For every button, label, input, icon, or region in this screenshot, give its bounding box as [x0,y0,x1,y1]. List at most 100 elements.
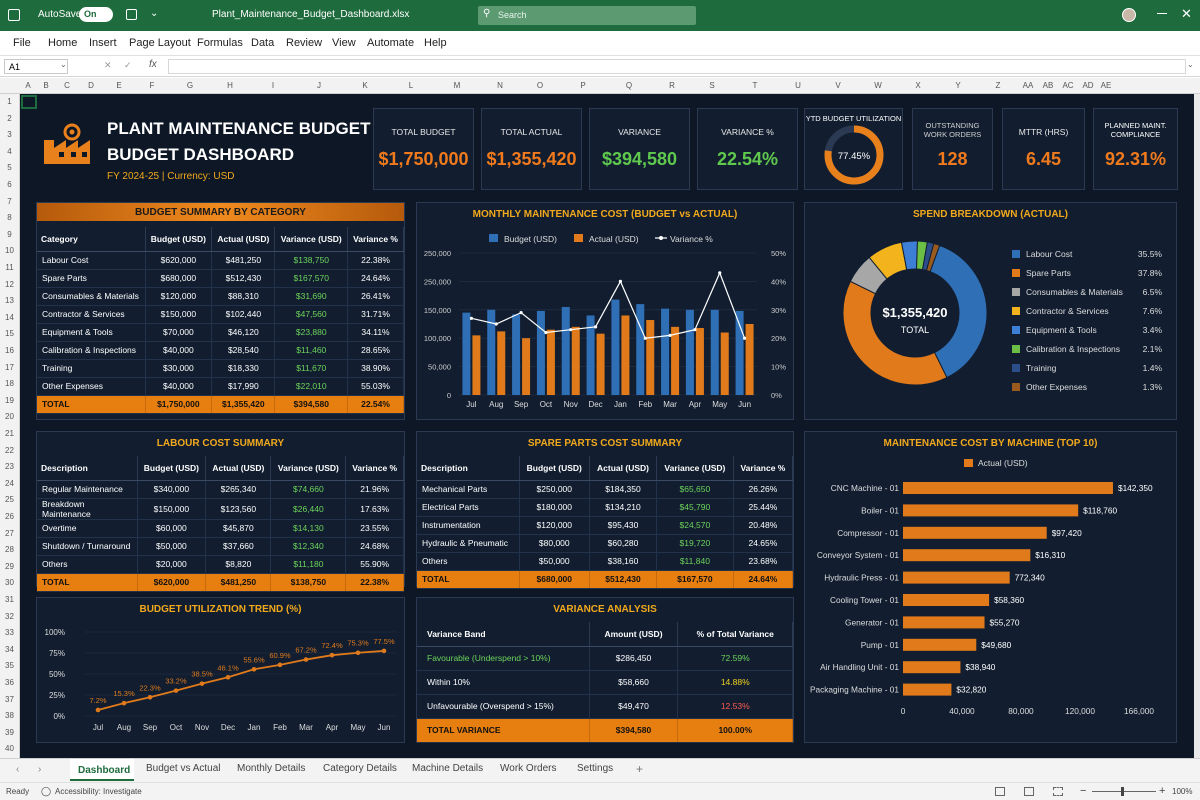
row-header-cell[interactable]: 24 [5,478,14,488]
page-break-view-icon[interactable] [1053,787,1063,796]
page-layout-view-icon[interactable] [1024,787,1034,796]
row-header-cell[interactable]: 21 [5,429,14,438]
tab-machine-details[interactable]: Machine Details [412,763,484,774]
column-header-cell[interactable]: C [64,81,70,90]
column-header-cell[interactable]: F [149,81,155,90]
menu-insert[interactable]: Insert [89,37,117,49]
cancel-icon[interactable]: ✕ [104,60,112,70]
row-header-cell[interactable]: 1 [7,97,12,106]
formula-input[interactable] [168,59,1186,74]
tab-monthly-details[interactable]: Monthly Details [237,763,306,774]
row-header-cell[interactable]: 26 [5,512,14,521]
column-header-cell[interactable]: P [580,81,586,90]
menu-page-layout[interactable]: Page Layout [129,37,191,49]
row-header-cell[interactable]: 13 [5,296,14,306]
vertical-scrollbar[interactable] [1194,94,1200,758]
zoom-slider[interactable] [1092,791,1156,792]
column-header-cell[interactable]: G [186,81,194,90]
row-header-cell[interactable]: 25 [5,495,14,505]
row-header-cell[interactable]: 9 [7,229,12,239]
row-header-cell[interactable]: 4 [7,146,12,156]
column-header-cell[interactable]: H [227,81,233,90]
expand-formula-icon[interactable]: ⌄ [1187,60,1194,69]
chevron-down-icon[interactable]: ⌄ [60,60,67,69]
column-header-cell[interactable]: U [795,81,801,90]
column-header-cell[interactable]: M [453,81,461,90]
menu-automate[interactable]: Automate [367,37,415,49]
row-header-cell[interactable]: 2 [7,113,12,123]
zoom-slider-thumb[interactable] [1121,787,1124,796]
row-header-cell[interactable]: 31 [5,595,14,604]
column-header-cell[interactable]: Y [955,81,961,90]
menu-review[interactable]: Review [286,37,323,49]
column-header-cell[interactable]: AD [1082,81,1094,90]
column-header-cell[interactable]: B [43,81,49,90]
column-header-cell[interactable]: V [835,81,841,90]
row-header-cell[interactable]: 8 [7,213,12,223]
tab-budget-vs-actual[interactable]: Budget vs Actual [146,763,221,774]
tab-settings[interactable]: Settings [577,763,614,774]
column-header-cell[interactable]: J [317,81,321,90]
row-header-cell[interactable]: 14 [5,312,14,322]
row-header-cell[interactable]: 12 [5,279,14,289]
enter-icon[interactable]: ✓ [124,60,132,70]
row-header-cell[interactable]: 35 [5,661,14,671]
row-header-cell[interactable]: 30 [5,578,14,588]
menu-formulas[interactable]: Formulas [197,37,243,49]
row-header-cell[interactable]: 29 [5,561,14,571]
row-header-cell[interactable]: 40 [5,744,14,754]
column-header-cell[interactable]: X [915,81,921,90]
column-header-cell[interactable]: AC [1062,81,1074,90]
row-header-cell[interactable]: 27 [5,528,14,538]
close-icon[interactable]: ✕ [1181,6,1192,21]
column-header-cell[interactable]: L [408,81,414,90]
row-header-cell[interactable]: 34 [5,644,14,654]
row-header-cell[interactable]: 23 [5,462,14,472]
accessibility-status[interactable]: Accessibility: Investigate [55,787,142,796]
menu-file[interactable]: File [13,37,31,49]
column-header-cell[interactable]: N [497,81,503,90]
menu-data[interactable]: Data [251,37,275,49]
column-header-cell[interactable]: D [88,81,94,90]
selected-cell-a1[interactable] [21,95,37,109]
zoom-in-icon[interactable]: + [1159,785,1166,797]
column-header-cell[interactable]: O [536,81,544,90]
tab-category-details[interactable]: Category Details [323,763,397,774]
column-header-cell[interactable]: E [116,81,122,90]
row-header-cell[interactable]: 28 [5,545,14,555]
row-header-cell[interactable]: 33 [5,628,14,638]
menu-help[interactable]: Help [424,37,447,49]
column-header-cell[interactable]: W [874,81,882,90]
row-header-cell[interactable]: 20 [5,412,14,422]
scroll-left-icon[interactable]: ‹ [16,764,20,775]
excel-app-icon[interactable] [8,9,20,21]
zoom-level[interactable]: 100% [1172,787,1193,796]
column-header-cell[interactable]: AE [1100,81,1112,90]
column-header-cell[interactable]: R [669,81,675,90]
column-header-cell[interactable]: Z [995,81,1001,90]
row-header-cell[interactable]: 3 [7,130,12,140]
row-header-cell[interactable]: 39 [5,727,14,737]
normal-view-icon[interactable] [995,787,1005,796]
row-header-cell[interactable]: 5 [7,163,12,173]
row-header-cell[interactable]: 15 [5,329,14,339]
row-header-cell[interactable]: 19 [5,395,14,405]
row-header-cell[interactable]: 36 [5,678,14,687]
row-header-cell[interactable]: 37 [5,694,14,704]
row-header-cell[interactable]: 18 [5,379,14,389]
add-sheet-icon[interactable]: + [636,762,644,776]
menu-view[interactable]: View [332,37,356,49]
avatar[interactable] [1122,8,1136,22]
row-header-cell[interactable]: 32 [5,611,14,621]
column-header-cell[interactable]: S [709,81,715,90]
column-header-cell[interactable]: AB [1042,81,1054,90]
customize-toolbar-icon[interactable]: ⌄ [150,8,159,19]
column-header-cell[interactable]: K [362,81,368,90]
save-icon[interactable] [126,9,137,20]
row-header-cell[interactable]: 16 [5,346,14,355]
row-header-cell[interactable]: 10 [5,246,14,256]
column-header-cell[interactable]: A [25,81,31,90]
autosave-toggle[interactable]: On [79,7,113,22]
row-header-cell[interactable]: 17 [5,362,14,372]
column-header-cell[interactable]: AA [1022,81,1034,90]
